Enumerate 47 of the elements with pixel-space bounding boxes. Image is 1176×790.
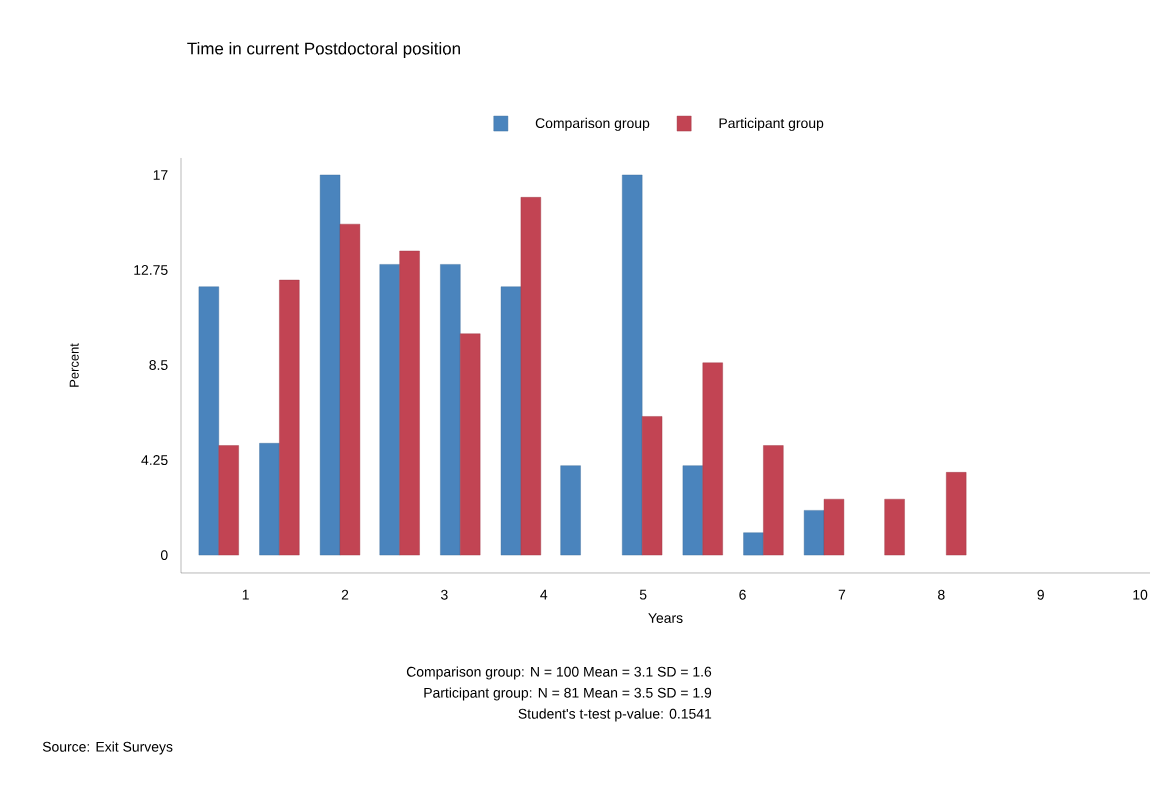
legend-label: Comparison group: [535, 117, 650, 131]
source-note: Source: Exit Surveys: [42, 741, 173, 755]
text: Comparison group: N = 100 Mean = 3.1 SD = 1.6: [406, 666, 712, 680]
bar: [823, 499, 845, 556]
bar: [500, 286, 522, 556]
bar: [641, 416, 663, 556]
bar: [279, 279, 300, 556]
y-axis-title: Percent: [69, 343, 79, 387]
y-tick-label: 17: [153, 170, 168, 180]
bar: [702, 362, 723, 556]
bar: [803, 510, 825, 556]
bar: [622, 174, 643, 556]
bar: [520, 197, 541, 556]
y-tick-label: 8.5: [149, 360, 168, 370]
bar: [884, 499, 905, 556]
bar: [946, 472, 967, 556]
x-tick-label: 1: [242, 589, 249, 600]
bar: [379, 264, 400, 556]
x-tick-label: 10: [1133, 589, 1148, 600]
chart-title: Time in current Postdoctoral position: [187, 42, 460, 58]
bar: [560, 465, 581, 556]
bar: [763, 445, 784, 556]
legend-label: Participant group: [719, 117, 824, 131]
y-tick-label: 12.75: [134, 265, 168, 275]
y-tick-label: 4.25: [141, 455, 168, 466]
x-tick-label: 4: [540, 589, 548, 600]
bar: [460, 333, 481, 556]
x-tick-label: 8: [938, 589, 945, 600]
x-tick-label: 5: [639, 589, 647, 600]
x-tick-label: 6: [739, 589, 746, 600]
bar: [198, 286, 219, 556]
bar: [682, 465, 703, 556]
bar: [399, 250, 420, 556]
x-tick-label: 3: [441, 589, 448, 600]
bar: [218, 445, 239, 556]
x-tick-label: 9: [1037, 589, 1044, 600]
text: Student's t-test p-value: 0.1541: [518, 708, 712, 722]
x-tick-label: 2: [341, 589, 349, 600]
x-tick-label: 7: [838, 589, 846, 600]
bar: [319, 174, 341, 556]
bar: [339, 223, 361, 556]
bar: [440, 264, 461, 556]
bar: [259, 443, 280, 556]
x-axis-title: Years: [648, 613, 683, 623]
bar: [743, 532, 764, 556]
text: Participant group: N = 81 Mean = 3.5 SD = 1.9: [424, 687, 712, 701]
y-tick-label: 0: [160, 550, 168, 561]
